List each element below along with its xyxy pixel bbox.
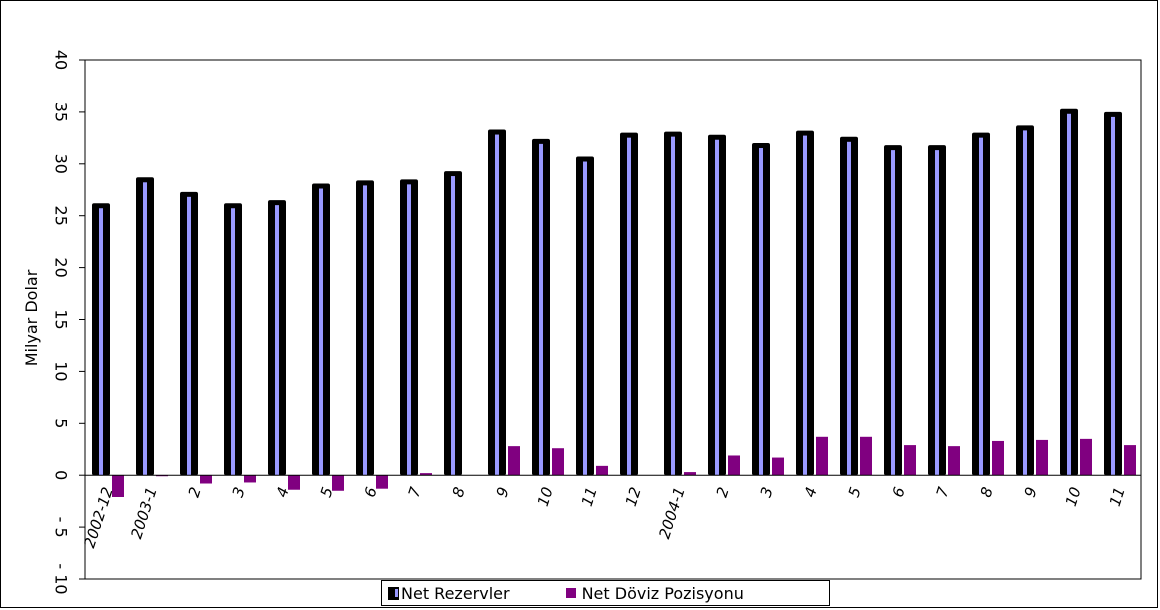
- bar-net-doviz-pozisyonu: [200, 475, 212, 484]
- bar-net-rezervler-fill: [451, 176, 455, 476]
- y-tick-label: 20: [51, 257, 70, 277]
- legend-swatch-net-doviz-pozisyonu: [565, 588, 576, 598]
- bar-net-rezervler-fill: [99, 208, 103, 476]
- x-tick-label: 10: [1062, 485, 1085, 509]
- bar-net-rezervler-fill: [319, 188, 323, 476]
- bar-net-rezervler-fill: [407, 184, 411, 476]
- x-tick-label: 10: [534, 485, 557, 509]
- bar-net-doviz-pozisyonu: [860, 436, 872, 476]
- legend-label: Net Rezervler: [401, 583, 510, 603]
- bar-net-rezervler-fill: [891, 150, 895, 476]
- series-net-rezervler: [92, 108, 1122, 476]
- bar-net-rezervler-fill: [979, 137, 983, 476]
- bar-net-doviz-pozisyonu: [552, 448, 564, 476]
- bar-net-doviz-pozisyonu: [684, 472, 696, 476]
- bar-net-doviz-pozisyonu: [904, 445, 916, 476]
- legend-swatch-net-rezervler: [388, 586, 399, 600]
- y-tick-label: 25: [51, 206, 70, 226]
- bar-net-rezervler-fill: [759, 148, 763, 476]
- bar-net-rezervler-fill: [231, 208, 235, 476]
- bar-net-rezervler-fill: [187, 196, 191, 476]
- legend: Net Rezervler Net Döviz Pozisyonu: [381, 580, 830, 606]
- bar-net-doviz-pozisyonu: [992, 440, 1004, 476]
- series-net-doviz-pozisyonu: [112, 436, 1136, 497]
- bar-net-rezervler-fill: [671, 136, 675, 476]
- y-tick-label: 15: [51, 309, 70, 329]
- bar-net-rezervler-fill: [847, 141, 851, 476]
- bar-net-rezervler-fill: [363, 185, 367, 476]
- legend-label: Net Döviz Pozisyonu: [581, 583, 744, 603]
- bar-net-doviz-pozisyonu: [244, 475, 256, 483]
- legend-item-net-doviz-pozisyonu: Net Döviz Pozisyonu: [510, 584, 744, 603]
- x-tick-label: 12: [622, 485, 645, 509]
- bar-net-doviz-pozisyonu: [376, 475, 388, 489]
- bar-net-rezervler-fill: [627, 137, 631, 476]
- y-axis-title: Milyar Dolar: [22, 269, 41, 366]
- bar-net-rezervler-fill: [715, 139, 719, 476]
- bar-net-doviz-pozisyonu: [816, 436, 828, 476]
- bar-net-doviz-pozisyonu: [772, 457, 784, 476]
- bar-net-rezervler-fill: [275, 205, 279, 476]
- bar-net-doviz-pozisyonu: [156, 475, 168, 477]
- bar-net-doviz-pozisyonu: [332, 475, 344, 491]
- bar-net-rezervler-fill: [539, 143, 543, 476]
- bar-net-rezervler-fill: [935, 150, 939, 476]
- y-axis: 40 35 30 25 20 15 10 5 0 - 5 - 10: [51, 50, 85, 595]
- y-tick-label: 35: [51, 102, 70, 122]
- bar-net-doviz-pozisyonu: [1036, 439, 1048, 476]
- x-tick-label: 11: [1106, 485, 1129, 509]
- y-tick-label: 40: [51, 50, 70, 70]
- y-tick-label: - 5: [51, 517, 70, 538]
- bar-net-doviz-pozisyonu: [420, 473, 432, 476]
- bar-net-rezervler-fill: [803, 135, 807, 476]
- bar-net-doviz-pozisyonu: [948, 446, 960, 476]
- bar-net-rezervler-fill: [495, 134, 499, 476]
- bar-net-rezervler-fill: [1067, 113, 1071, 476]
- y-tick-label: 5: [51, 418, 70, 428]
- bar-net-rezervler-fill: [583, 161, 587, 476]
- bar-net-rezervler-fill: [143, 182, 147, 476]
- legend-item-net-rezervler: Net Rezervler: [382, 584, 510, 603]
- y-tick-label: 0: [51, 470, 70, 480]
- bar-net-doviz-pozisyonu: [508, 446, 520, 476]
- x-tick-label: 11: [578, 485, 601, 509]
- bar-net-doviz-pozisyonu: [1080, 438, 1092, 476]
- bar-net-doviz-pozisyonu: [288, 475, 300, 490]
- bar-net-doviz-pozisyonu: [596, 465, 608, 476]
- bar-net-doviz-pozisyonu: [1124, 445, 1136, 476]
- y-tick-label: 30: [51, 154, 70, 174]
- bar-net-rezervler-fill: [1111, 116, 1115, 476]
- y-tick-label: - 10: [51, 563, 70, 594]
- plot-area: [84, 59, 1142, 580]
- bar-net-rezervler-fill: [1023, 130, 1027, 476]
- y-tick-label: 10: [51, 361, 70, 381]
- bar-net-doviz-pozisyonu: [112, 475, 124, 497]
- bar-net-doviz-pozisyonu: [728, 455, 740, 476]
